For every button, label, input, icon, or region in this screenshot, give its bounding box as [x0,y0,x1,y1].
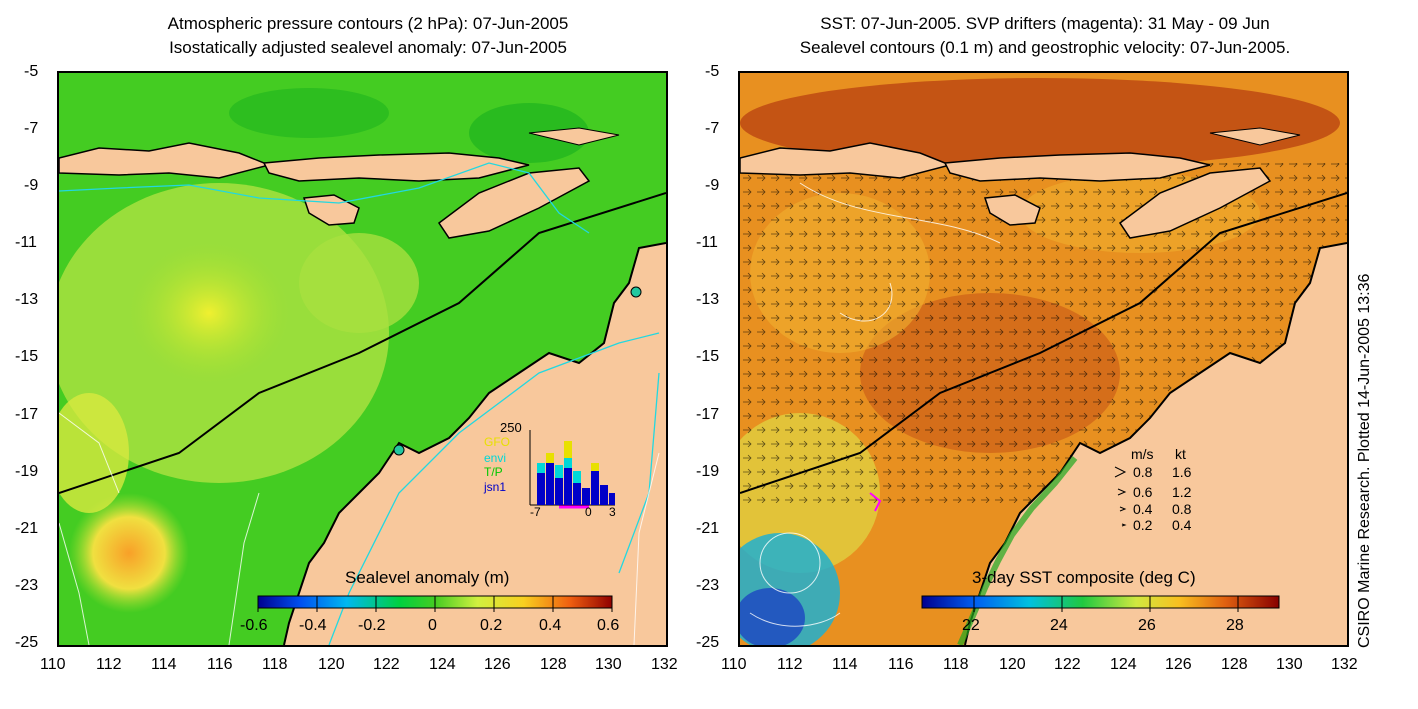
right-map [740,73,1347,645]
velocity-legend-ms-4: 0.2 [1133,517,1153,533]
inset-legend-envi: envi [484,451,507,465]
velocity-legend-ms-1: 0.8 [1133,464,1153,480]
velocity-legend-kt-3: 0.8 [1172,501,1192,517]
velocity-legend-ms-header: m/s [1131,446,1154,462]
y-tick-right-6: -15 [696,348,720,365]
inset-legend-gfo: GFO [484,435,510,449]
y-tick-left-4: -11 [15,234,37,251]
inset-legend-tp: T/P [484,465,503,479]
x-tick-right-10: 128 [1221,656,1248,673]
inset-xtick-2: 0 [585,505,592,519]
velocity-legend-ms-3: 0.4 [1133,501,1153,517]
left-map-panel [57,71,668,647]
y-tick-left-5: -13 [15,291,39,308]
y-tick-right-7: -17 [696,406,720,423]
x-tick-right-8: 124 [1110,656,1137,673]
x-tick-left-9: 126 [484,656,511,673]
x-tick-right-12: 132 [1331,656,1358,673]
velocity-legend-kt-header: kt [1175,446,1186,462]
x-tick-left-2: 112 [96,656,122,673]
right-map-panel [738,71,1349,647]
y-tick-right-10: -23 [696,577,720,594]
y-tick-left-7: -17 [15,406,39,423]
left-cb-tick-7: 0.6 [597,617,620,634]
inset-legend-jsn1: jsn1 [484,480,507,494]
y-tick-right-1: -5 [705,63,720,80]
right-cb-tick-4: 28 [1226,617,1244,634]
velocity-legend-ms-2: 0.6 [1133,484,1153,500]
left-colorbar [257,595,613,612]
inset-histogram [529,430,615,509]
velocity-legend-arrows [1114,466,1127,527]
x-tick-right-4: 116 [888,656,914,673]
y-tick-right-2: -7 [705,120,720,137]
y-tick-left-11: -25 [15,634,39,651]
x-tick-right-3: 114 [832,656,858,673]
right-cb-tick-1: 22 [962,617,980,634]
left-title-line1: Atmospheric pressure contours (2 hPa): 0… [167,14,569,33]
x-tick-left-3: 114 [151,656,177,673]
y-tick-left-8: -19 [15,463,39,480]
y-tick-left-6: -15 [15,348,39,365]
y-tick-left-2: -7 [24,120,39,137]
y-tick-left-10: -23 [15,577,39,594]
x-tick-right-9: 126 [1165,656,1192,673]
x-tick-left-6: 120 [318,656,345,673]
inset-xtick-3: 3 [609,505,616,519]
left-cb-tick-4: 0 [428,617,437,634]
y-tick-right-11: -25 [696,634,720,651]
inset-ymax-label: 250 [500,420,522,435]
y-tick-right-9: -21 [696,520,720,537]
x-tick-left-1: 110 [40,656,66,673]
x-tick-left-4: 116 [207,656,233,673]
velocity-legend-kt-4: 0.4 [1172,517,1192,533]
x-tick-left-10: 128 [540,656,567,673]
left-cb-tick-5: 0.2 [480,617,503,634]
right-title-line1: SST: 07-Jun-2005. SVP drifters (magenta)… [820,14,1270,33]
right-cb-tick-3: 26 [1138,617,1156,634]
left-cb-tick-6: 0.4 [539,617,562,634]
y-tick-left-1: -5 [24,63,39,80]
y-tick-left-9: -21 [15,520,39,537]
x-tick-right-5: 118 [943,656,969,673]
y-tick-right-5: -13 [696,291,720,308]
left-cb-tick-2: -0.4 [299,617,327,634]
y-tick-left-3: -9 [24,177,39,194]
left-cb-tick-3: -0.2 [358,617,386,634]
x-tick-right-11: 130 [1276,656,1303,673]
x-tick-left-11: 130 [595,656,622,673]
x-tick-left-7: 122 [373,656,400,673]
velocity-legend-kt-1: 1.6 [1172,464,1192,480]
x-tick-left-5: 118 [262,656,288,673]
y-tick-right-8: -19 [696,463,720,480]
inset-xtick-1: -7 [530,505,541,519]
x-tick-left-8: 124 [429,656,456,673]
right-title-line2: Sealevel contours (0.1 m) and geostrophi… [799,38,1291,57]
x-tick-left-12: 132 [651,656,678,673]
y-tick-right-3: -9 [705,177,720,194]
x-tick-right-2: 112 [777,656,803,673]
right-colorbar-title: 3-day SST composite (deg C) [972,568,1196,587]
right-colorbar [921,595,1280,612]
y-tick-right-4: -11 [696,234,718,251]
velocity-legend-kt-2: 1.2 [1172,484,1192,500]
left-map [59,73,666,645]
x-tick-right-6: 120 [999,656,1026,673]
x-tick-right-7: 122 [1054,656,1081,673]
x-tick-right-1: 110 [721,656,747,673]
left-cb-tick-1: -0.6 [240,617,268,634]
left-title-line2: Isostatically adjusted sealevel anomaly:… [169,38,567,57]
credit-text: CSIRO Marine Research. Plotted 14-Jun-20… [1356,273,1373,648]
right-cb-tick-2: 24 [1050,617,1068,634]
left-colorbar-title: Sealevel anomaly (m) [345,568,510,587]
